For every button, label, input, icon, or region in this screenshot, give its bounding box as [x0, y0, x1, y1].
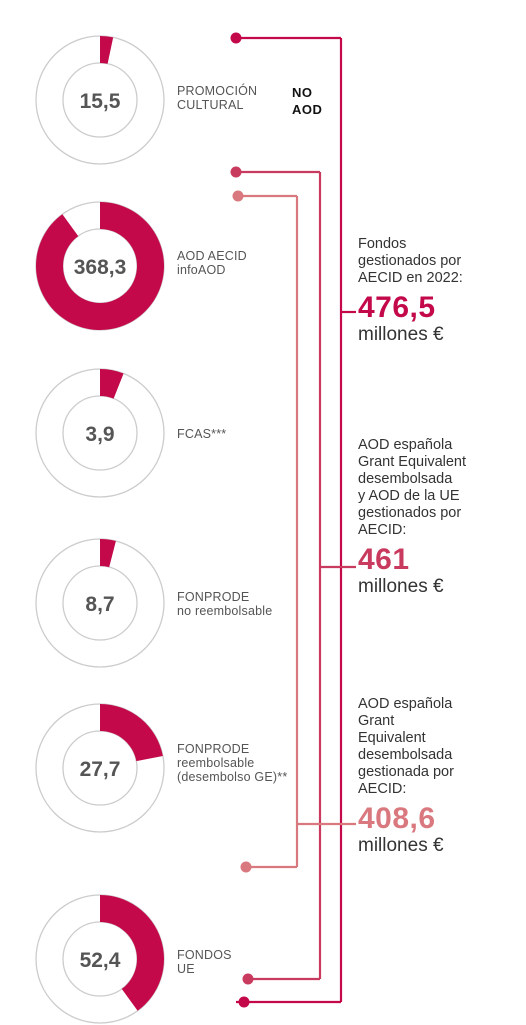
- desc-line: y AOD de la UE: [358, 488, 460, 504]
- donut-value: 52,4: [80, 949, 121, 972]
- label-fonprode-no-reembolsable: FONPRODE no reembolsable: [177, 590, 272, 618]
- donut-slice: [100, 895, 165, 1011]
- connector-dot: [232, 190, 244, 202]
- total-aod-ue-description: AOD española Grant Equivalent desembolsa…: [358, 437, 466, 539]
- label-line: FCAS***: [177, 427, 227, 441]
- donut-slice: [100, 704, 163, 762]
- label-line: CULTURAL: [177, 98, 244, 112]
- total-fondos-description: Fondos gestionados por AECID en 2022:: [358, 236, 463, 287]
- label-line: FONDOS: [177, 948, 232, 962]
- donut-slice: [100, 369, 124, 399]
- donut-slice: [100, 36, 114, 64]
- desc-line: AECID:: [358, 781, 407, 797]
- label-aod-aecid: AOD AECID infoAOD: [177, 249, 247, 277]
- desc-line: gestionada por: [358, 764, 454, 780]
- connector-dot: [242, 973, 254, 985]
- label-fcas: FCAS***: [177, 427, 226, 441]
- connector-dot: [240, 861, 252, 873]
- no-aod-line-2: AOD: [292, 102, 323, 117]
- desc-line: desembolsada: [358, 747, 453, 763]
- desc-line: Fondos: [358, 236, 407, 252]
- donut-value: 27,7: [80, 758, 121, 781]
- desc-line: AOD española: [358, 696, 453, 712]
- donut-slice: [100, 539, 116, 568]
- label-line: FONPRODE: [177, 742, 250, 756]
- label-fondos-ue: FONDOS UE: [177, 948, 232, 976]
- total-fondos-unit: millones €: [358, 324, 444, 345]
- total-aod-block: AOD española Grant Equivalent desembolsa…: [358, 696, 454, 856]
- donut-value: 3,9: [85, 423, 114, 446]
- desc-line: AECID:: [358, 522, 407, 538]
- label-line: UE: [177, 962, 195, 976]
- connector-dot: [230, 166, 242, 178]
- donut-value: 8,7: [85, 593, 114, 616]
- donut-value: 15,5: [80, 90, 121, 113]
- desc-line: AECID en 2022:: [358, 270, 463, 286]
- label-promocion-cultural: PROMOCIÓN CULTURAL: [177, 84, 257, 112]
- connector-dot: [238, 996, 250, 1008]
- desc-line: desembolsada: [358, 471, 453, 487]
- total-aod-ue-unit: millones €: [358, 576, 444, 597]
- desc-line: gestionados por: [358, 505, 462, 521]
- label-line: PROMOCIÓN: [177, 84, 258, 98]
- total-fondos-block: Fondos gestionados por AECID en 2022: 47…: [358, 236, 463, 345]
- no-aod-line-1: NO: [292, 85, 313, 100]
- label-line: no reembolsable: [177, 604, 273, 618]
- desc-line: Grant: [358, 713, 395, 729]
- desc-line: Grant Equivalent: [358, 454, 467, 470]
- total-aod-ue-value: 461: [358, 543, 410, 576]
- total-fondos-value: 476,5: [358, 291, 436, 324]
- donut-value: 368,3: [74, 256, 127, 279]
- label-fonprode-reembolsable: FONPRODE reembolsable (desembolso GE)**: [177, 742, 287, 784]
- label-line: (desembolso GE)**: [177, 770, 288, 784]
- label-line: AOD AECID: [177, 249, 247, 263]
- label-line: reembolsable: [177, 756, 255, 770]
- desc-line: gestionados por: [358, 253, 462, 269]
- no-aod-label: NO AOD: [292, 84, 322, 118]
- desc-line: AOD española: [358, 437, 453, 453]
- total-aod-unit: millones €: [358, 835, 444, 856]
- label-line: FONPRODE: [177, 590, 250, 604]
- connector-dot: [230, 32, 242, 44]
- total-aod-description: AOD española Grant Equivalent desembolsa…: [358, 696, 454, 798]
- label-line: infoAOD: [177, 263, 226, 277]
- total-aod-value: 408,6: [358, 802, 436, 835]
- desc-line: Equivalent: [358, 730, 426, 746]
- donut-slice: [36, 202, 165, 330]
- total-aod-ue-block: AOD española Grant Equivalent desembolsa…: [358, 437, 466, 597]
